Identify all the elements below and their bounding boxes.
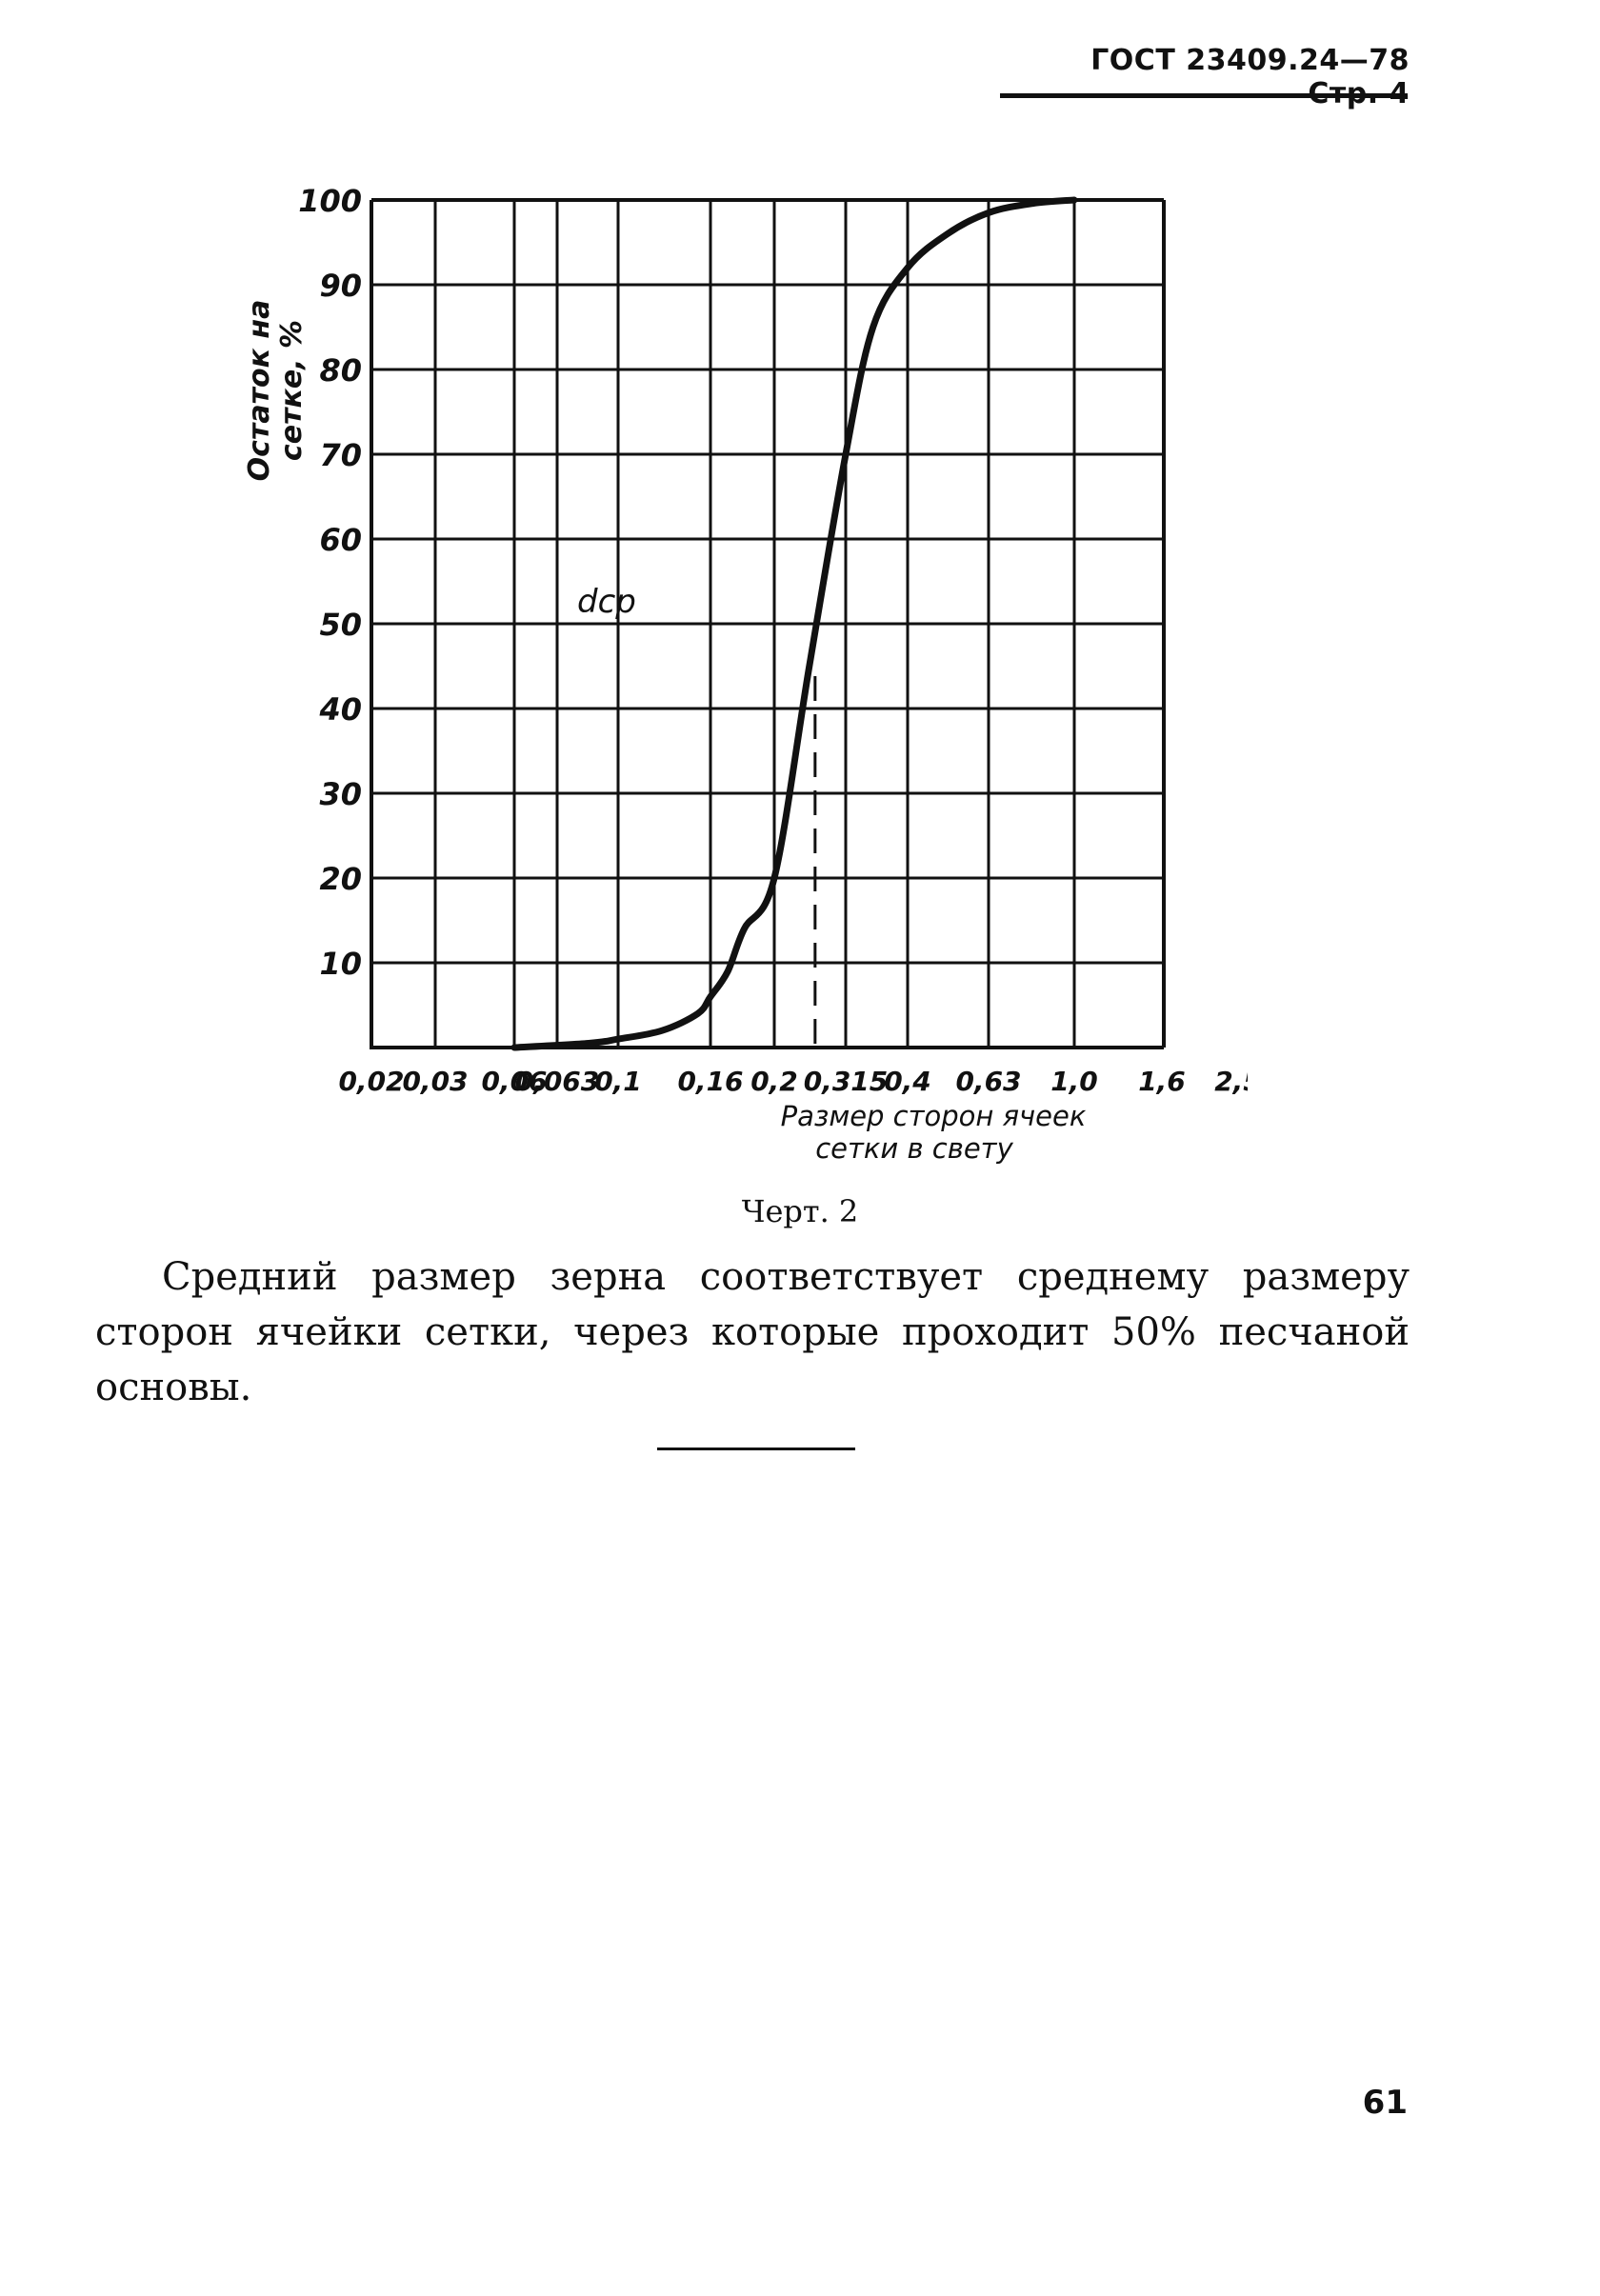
- figure-caption: Черт. 2: [741, 1193, 859, 1229]
- section-end-rule: [657, 1447, 855, 1450]
- y-axis-label-line-2: сетке, %: [275, 320, 309, 461]
- page-number: 61: [1362, 2084, 1408, 2122]
- y-axis-label-line-1: Остаток на: [243, 300, 276, 482]
- x-tick-label: 0,02: [338, 1066, 404, 1097]
- distribution-curve: [510, 196, 1078, 1051]
- x-tick-label: 0,315: [804, 1066, 889, 1097]
- body-paragraph: Средний размер зерна соответствует средн…: [95, 1255, 1410, 1409]
- median-markers: [371, 622, 817, 1048]
- y-tick-label: 50: [319, 607, 362, 643]
- y-tick-label: 20: [319, 861, 362, 897]
- header-underline: [1000, 93, 1408, 98]
- y-tick-label: 60: [319, 522, 362, 558]
- y-tick-label: 90: [319, 268, 362, 304]
- y-tick-label: 70: [319, 437, 362, 473]
- x-tick-label: 0,1: [594, 1066, 642, 1097]
- x-tick-label: 0,063: [515, 1066, 600, 1097]
- x-tick-label: 1,6: [1138, 1066, 1186, 1097]
- y-tick-label: 100: [298, 183, 362, 219]
- sieve-analysis-chart: 10 20 30 40 50 60 70 80 90 100 0,02 0,03 0,06 0,063 0,…: [219, 171, 1248, 1181]
- x-tick-label: 0,16: [677, 1066, 743, 1097]
- y-tick-label: 80: [319, 352, 362, 389]
- page-header: ГОСТ 23409.24—78 Стр. 4: [1090, 44, 1410, 110]
- x-tick-label: 2,5: [1214, 1066, 1248, 1097]
- x-axis-label-line-1: Размер сторон ячеек: [781, 1100, 1087, 1132]
- y-tick-label: 10: [319, 946, 362, 982]
- x-tick-label: 0,63: [955, 1066, 1021, 1097]
- chart-grid: [370, 198, 1166, 1049]
- x-axis-label-line-2: сетки в свету: [815, 1132, 1013, 1165]
- x-tick-label: 0,4: [884, 1066, 931, 1097]
- y-tick-label: 30: [319, 776, 362, 812]
- median-annotation-label: dср: [577, 583, 636, 621]
- x-tick-label: 0,03: [402, 1066, 468, 1097]
- x-tick-label: 0,2: [750, 1066, 798, 1097]
- x-tick-label: 1,0: [1050, 1066, 1098, 1097]
- y-tick-label: 40: [318, 691, 362, 728]
- x-tick-label: 0,06: [481, 1066, 547, 1097]
